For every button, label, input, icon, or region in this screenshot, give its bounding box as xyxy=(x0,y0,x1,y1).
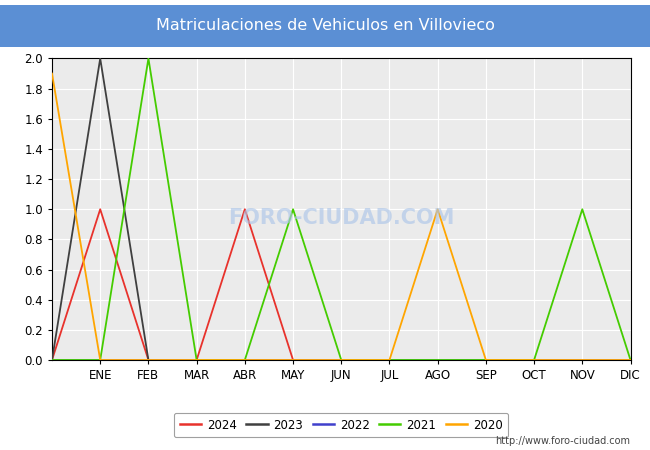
Text: Matriculaciones de Vehiculos en Villovieco: Matriculaciones de Vehiculos en Villovie… xyxy=(155,18,495,33)
Text: http://www.foro-ciudad.com: http://www.foro-ciudad.com xyxy=(495,436,630,446)
Text: FORO-CIUDAD.COM: FORO-CIUDAD.COM xyxy=(228,208,454,228)
Legend: 2024, 2023, 2022, 2021, 2020: 2024, 2023, 2022, 2021, 2020 xyxy=(174,413,508,437)
